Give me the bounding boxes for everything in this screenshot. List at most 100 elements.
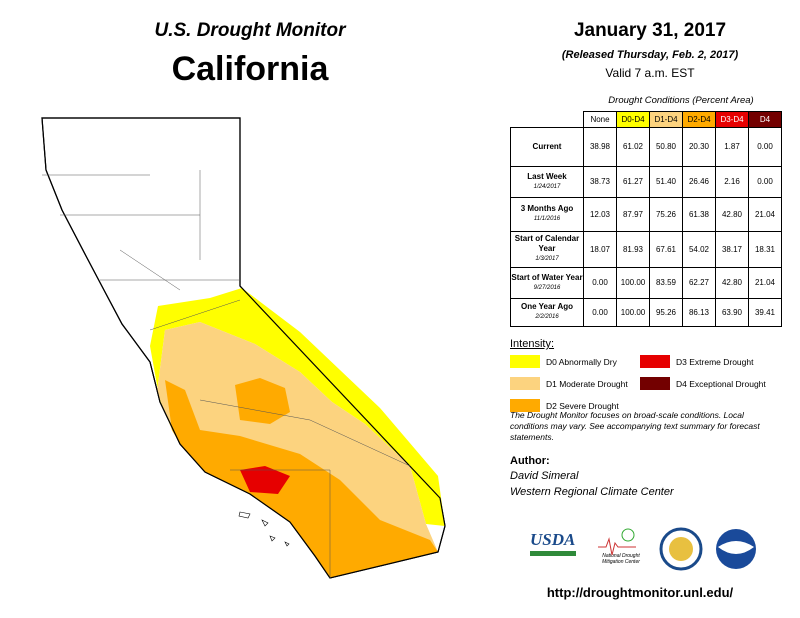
corner-cell	[511, 112, 584, 128]
row-label-text: One Year Ago	[520, 302, 574, 311]
usda-logo: USDA	[530, 530, 576, 549]
row-label-text: Last Week	[527, 171, 567, 181]
row-date: 2/2/2016	[535, 314, 559, 320]
cell-value: 0.00	[748, 165, 782, 198]
table-row: Start of Water Year 9/27/2016 0.00 100.00 83…	[510, 266, 782, 299]
author-title: Author:	[510, 455, 550, 467]
kicker: U.S. Drought Monitor	[154, 20, 346, 41]
ndmc-tree	[621, 528, 635, 542]
channel-islands	[238, 511, 290, 547]
valid: Valid 7 a.m. EST	[605, 66, 695, 80]
conditions-table: None D0-D4 D1-D4 D2-D4 D3-D4 D4 Current 38.98 61…	[510, 111, 782, 327]
legend-swatch	[510, 377, 540, 390]
cell-value: 83.59	[649, 266, 683, 299]
cell-value: 0.00	[748, 126, 782, 167]
url[interactable]: http://droughtmonitor.unl.edu/	[546, 585, 734, 600]
column-header: D1-D4	[649, 111, 683, 128]
county-lines	[42, 170, 411, 578]
column-header: D3-D4	[715, 111, 749, 128]
column-header: None	[583, 111, 617, 128]
released: (Released Thursday, Feb. 2, 2017)	[561, 49, 739, 61]
legend-label: D0 Abnormally Dry	[546, 357, 617, 367]
cell-value: 21.04	[748, 266, 782, 299]
doc-seal-center	[669, 537, 693, 561]
cell-value: 0.00	[583, 266, 617, 299]
legend-label: D3 Extreme Drought	[676, 357, 754, 367]
table-row: 3 Months Ago 11/1/2016 12.03 87.97 75.26 61.3…	[510, 196, 782, 232]
cell-value: 87.97	[616, 196, 650, 232]
cell-value: 39.41	[748, 297, 782, 327]
drought-d0	[150, 288, 445, 526]
row-label: One Year Ago 2/2/2016	[510, 297, 584, 327]
cell-value: 1.87	[715, 126, 749, 167]
table-row: Current 38.98 61.02 50.80 20.30 1.87 0.00	[510, 126, 782, 167]
cell-value: 18.07	[583, 230, 617, 268]
header-row: None D0-D4 D1-D4 D2-D4 D3-D4 D4	[511, 111, 782, 128]
legend-swatch	[640, 377, 670, 390]
cell-value: 51.40	[649, 165, 683, 198]
author-line: David Simeral	[510, 470, 579, 482]
cell-value: 38.17	[715, 230, 749, 268]
cell-value: 61.38	[682, 196, 716, 232]
row-date: 1/24/2017	[533, 183, 561, 190]
row-label-text: Start of Water Year	[511, 272, 583, 282]
note: The Drought Monitor focuses on broad-sca…	[510, 410, 760, 442]
row-label-text: 3 Months Ago	[520, 204, 574, 213]
row-date: 9/27/2016	[533, 284, 561, 291]
cell-value: 63.90	[715, 297, 749, 327]
table-caption: Drought Conditions (Percent Area)	[608, 95, 754, 106]
table-row: Last Week 1/24/2017 38.73 61.27 51.40 26.46 2.…	[510, 165, 782, 198]
cell-value: 42.80	[715, 266, 749, 299]
table-row: One Year Ago 2/2/2016 0.00 100.00 95.26 86.13…	[510, 297, 782, 327]
cell-value: 18.31	[748, 230, 782, 268]
cell-value: 62.27	[682, 266, 716, 299]
cell-value: 2.16	[715, 165, 749, 198]
row-label: Current	[510, 126, 584, 167]
legend-label: D4 Exceptional Drought	[676, 379, 766, 389]
drought-d2	[165, 380, 438, 578]
cell-value: 50.80	[649, 126, 683, 167]
cell-value: 20.30	[682, 126, 716, 167]
usda-logo-bar	[530, 551, 576, 556]
row-label: Last Week 1/24/2017	[510, 165, 584, 198]
cell-value: 21.04	[748, 196, 782, 232]
drought-d2	[235, 378, 290, 424]
logo-graphics	[598, 527, 756, 571]
author-line: Western Regional Climate Center	[510, 486, 674, 498]
noaa-bird	[718, 541, 754, 554]
legend-swatch	[510, 355, 540, 368]
cell-value: 54.02	[682, 230, 716, 268]
state-border	[41, 117, 446, 579]
row-date: 1/3/2017	[535, 256, 559, 262]
column-header: D0-D4	[616, 111, 650, 128]
date: January 31, 2017	[573, 20, 727, 41]
row-label: Start of Calendar Year 1/3/2017	[510, 230, 584, 268]
map	[41, 117, 446, 579]
cell-value: 67.61	[649, 230, 683, 268]
cell-value: 38.73	[583, 165, 617, 198]
cell-value: 81.93	[616, 230, 650, 268]
ndmc-logo: National Drought Mitigation Center	[602, 553, 640, 565]
legend-label: D1 Moderate Drought	[546, 379, 628, 389]
cell-value: 100.00	[616, 266, 650, 299]
legend-title: Intensity:	[510, 338, 555, 350]
legend-swatch	[510, 399, 540, 412]
cell-value: 0.00	[583, 297, 617, 327]
column-header: D4	[748, 111, 782, 128]
table-row: Start of Calendar Year 1/3/2017 18.07 81.93…	[510, 230, 782, 268]
row-label-text: Current	[532, 141, 562, 151]
cell-value: 61.27	[616, 165, 650, 198]
legend-swatch	[640, 355, 670, 368]
cell-value: 26.46	[682, 165, 716, 198]
row-label: Start of Water Year 9/27/2016	[510, 266, 584, 299]
cell-value: 61.02	[616, 126, 650, 167]
row-label-text: Start of Calendar Year	[514, 234, 580, 253]
row-date: 11/1/2016	[533, 216, 561, 222]
cell-value: 75.26	[649, 196, 683, 232]
ndmc-wave	[598, 537, 636, 556]
title: California	[171, 50, 329, 88]
column-header: D2-D4	[682, 111, 716, 128]
cell-value: 42.80	[715, 196, 749, 232]
cell-value: 86.13	[682, 297, 716, 327]
